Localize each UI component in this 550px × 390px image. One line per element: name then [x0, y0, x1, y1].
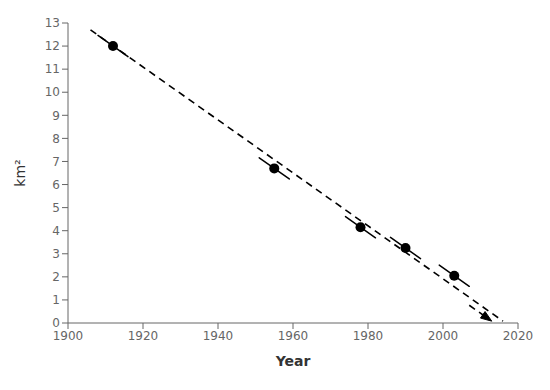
svg-text:3: 3	[52, 247, 60, 261]
svg-text:1900: 1900	[53, 329, 84, 343]
svg-text:2: 2	[52, 270, 60, 284]
svg-text:13: 13	[45, 16, 60, 30]
svg-text:4: 4	[52, 224, 60, 238]
svg-text:2020: 2020	[503, 329, 534, 343]
svg-text:8: 8	[52, 132, 60, 146]
svg-text:1940: 1940	[203, 329, 234, 343]
svg-text:1980: 1980	[353, 329, 384, 343]
svg-text:5: 5	[52, 201, 60, 215]
svg-text:Year: Year	[275, 353, 311, 369]
svg-text:0: 0	[52, 316, 60, 330]
svg-text:1: 1	[52, 293, 60, 307]
svg-text:1920: 1920	[128, 329, 159, 343]
svg-text:12: 12	[45, 39, 60, 53]
svg-text:10: 10	[45, 85, 60, 99]
svg-text:7: 7	[52, 155, 60, 169]
svg-text:9: 9	[52, 109, 60, 123]
svg-text:6: 6	[52, 178, 60, 192]
svg-text:11: 11	[45, 62, 60, 76]
svg-text:2000: 2000	[428, 329, 459, 343]
svg-text:1960: 1960	[278, 329, 309, 343]
svg-text:km²: km²	[12, 159, 28, 186]
